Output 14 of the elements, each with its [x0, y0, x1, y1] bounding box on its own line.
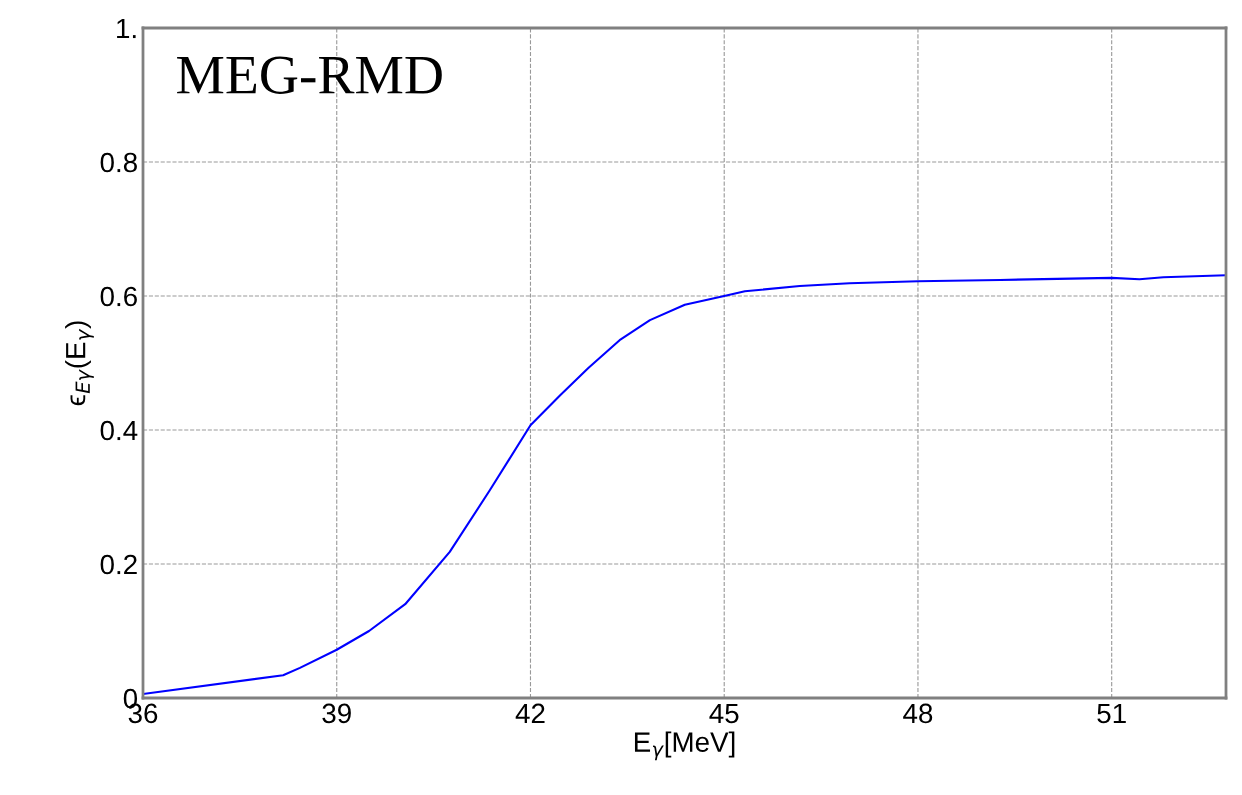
x-tick-label: 51	[1097, 703, 1126, 724]
y-tick-label: 0.8	[100, 152, 137, 173]
y-tick-label: 0.6	[100, 286, 137, 307]
y-axis-title: ϵ$_{Eγ}$(E$_{γ}$)	[65, 321, 94, 406]
annotation: MEG-RMD	[177, 56, 442, 94]
x-tick-label: 45	[709, 703, 739, 724]
line-series	[143, 274, 1226, 696]
x-tick-label: 42	[515, 703, 545, 723]
y-tick-label: 0.4	[100, 420, 138, 441]
x-tick-label: 39	[322, 703, 351, 724]
y-tick-label: 0.2	[100, 554, 137, 575]
x-axis-title: E$_{γ}$[MeV]	[634, 731, 735, 761]
x-tick-label: 48	[903, 703, 933, 724]
y-tick-label: 1.	[117, 18, 136, 39]
